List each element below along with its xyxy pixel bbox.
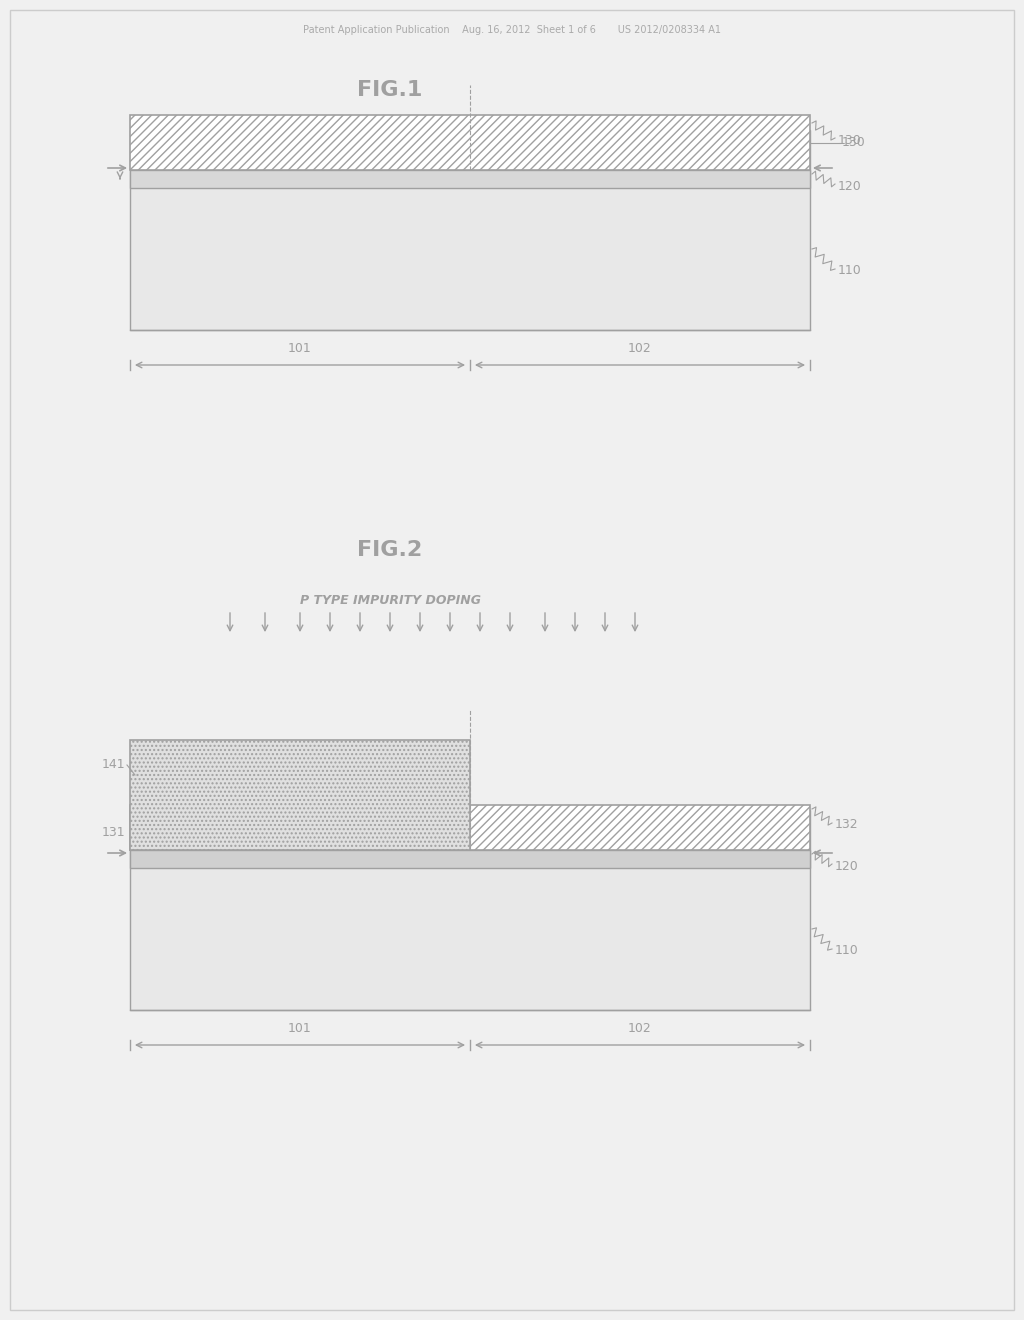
Bar	[130, 170, 810, 187]
Text: 110: 110	[838, 264, 862, 277]
Text: 110: 110	[835, 945, 859, 957]
Text: 132: 132	[835, 818, 859, 832]
Text: 130: 130	[842, 136, 865, 149]
Bar	[130, 810, 810, 1010]
Text: Patent Application Publication    Aug. 16, 2012  Sheet 1 of 6       US 2012/0208: Patent Application Publication Aug. 16, …	[303, 25, 721, 36]
Text: 102: 102	[628, 1022, 652, 1035]
Bar	[130, 850, 810, 869]
Text: 130: 130	[838, 135, 862, 148]
Text: 101: 101	[288, 342, 312, 355]
Bar	[130, 741, 470, 850]
Text: FIG.1: FIG.1	[357, 81, 423, 100]
Text: 101: 101	[288, 1022, 312, 1035]
Text: 131: 131	[101, 826, 125, 840]
Text: 102: 102	[628, 342, 652, 355]
Bar	[130, 805, 810, 850]
Text: 120: 120	[835, 859, 859, 873]
Bar	[130, 129, 810, 330]
Text: 120: 120	[838, 180, 862, 193]
Text: P TYPE IMPURITY DOPING: P TYPE IMPURITY DOPING	[299, 594, 480, 606]
Text: FIG.2: FIG.2	[357, 540, 423, 560]
Text: 141: 141	[101, 759, 125, 771]
Bar	[130, 115, 810, 170]
